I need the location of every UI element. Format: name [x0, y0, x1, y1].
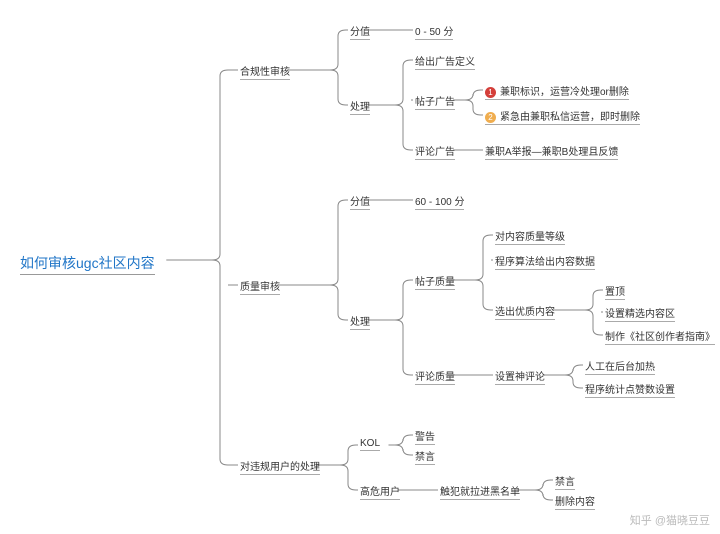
- node-label: 对内容质量等级: [495, 232, 565, 243]
- node-label: 质量审核: [240, 282, 280, 293]
- tree-node: 触犯就拉进黑名单: [440, 483, 520, 500]
- node-label: 给出广告定义: [415, 57, 475, 68]
- node-label: 合规性审核: [240, 67, 290, 78]
- tree-node: 分值: [350, 193, 370, 210]
- tree-node: 对违规用户的处理: [240, 458, 320, 475]
- watermark: 知乎 @猫晓豆豆: [630, 512, 710, 528]
- node-label: 程序统计点赞数设置: [585, 385, 675, 396]
- tree-node: 禁言: [415, 448, 435, 465]
- node-label: 0 - 50 分: [415, 27, 453, 38]
- node-label: 分值: [350, 197, 370, 208]
- tree-node: 质量审核: [240, 278, 280, 295]
- node-label: 帖子广告: [415, 97, 455, 108]
- tree-node: 设置精选内容区: [605, 305, 675, 322]
- tree-node: KOL: [360, 438, 380, 451]
- node-label: 处理: [350, 102, 370, 113]
- node-label: 60 - 100 分: [415, 197, 464, 208]
- tree-node: 给出广告定义: [415, 53, 475, 70]
- tree-node: 选出优质内容: [495, 303, 555, 320]
- tree-node: 评论质量: [415, 368, 455, 385]
- tree-node: 分值: [350, 23, 370, 40]
- tree-node: 帖子质量: [415, 273, 455, 290]
- tree-node: 对内容质量等级: [495, 228, 565, 245]
- tree-node: 合规性审核: [240, 63, 290, 80]
- tree-node: 制作《社区创作者指南》: [605, 328, 715, 345]
- node-label: 对违规用户的处理: [240, 462, 320, 473]
- tree-node: 0 - 50 分: [415, 23, 453, 40]
- node-label: 分值: [350, 27, 370, 38]
- node-label: 人工在后台加热: [585, 362, 655, 373]
- tree-node: 60 - 100 分: [415, 193, 464, 210]
- node-label: 置顶: [605, 287, 625, 298]
- node-label: 高危用户: [360, 487, 400, 498]
- node-label: 警告: [415, 432, 435, 443]
- tree-node: 程序算法给出内容数据: [495, 253, 595, 270]
- tree-node: 警告: [415, 428, 435, 445]
- node-label: 处理: [350, 317, 370, 328]
- node-label: 兼职标识，运营冷处理or删除: [500, 87, 629, 98]
- node-label: 触犯就拉进黑名单: [440, 487, 520, 498]
- tree-node: 处理: [350, 313, 370, 330]
- tree-node: 兼职A举报—兼职B处理且反馈: [485, 143, 618, 160]
- node-label: 如何审核ugc社区内容: [20, 255, 155, 271]
- node-label: 制作《社区创作者指南》: [605, 332, 715, 343]
- tree-node: 置顶: [605, 283, 625, 300]
- badge-icon: 1: [485, 87, 496, 98]
- tree-node: 2 紧急由兼职私信运营，即时删除: [485, 108, 640, 125]
- node-label: 兼职A举报—兼职B处理且反馈: [485, 147, 618, 158]
- node-label: 选出优质内容: [495, 307, 555, 318]
- tree-node: 处理: [350, 98, 370, 115]
- tree-node: 设置神评论: [495, 368, 545, 385]
- node-label: 程序算法给出内容数据: [495, 257, 595, 268]
- node-label: 禁言: [415, 452, 435, 463]
- tree-node: 人工在后台加热: [585, 358, 655, 375]
- tree-node: 程序统计点赞数设置: [585, 381, 675, 398]
- badge-icon: 2: [485, 112, 496, 123]
- tree-node: 如何审核ugc社区内容: [20, 253, 155, 275]
- node-label: 评论广告: [415, 147, 455, 158]
- node-label: 设置精选内容区: [605, 309, 675, 320]
- tree-node: 评论广告: [415, 143, 455, 160]
- tree-node: 高危用户: [360, 483, 400, 500]
- node-label: 禁言: [555, 477, 575, 488]
- node-label: KOL: [360, 438, 380, 449]
- tree-node: 1 兼职标识，运营冷处理or删除: [485, 83, 629, 100]
- tree-node: 禁言: [555, 473, 575, 490]
- node-label: 设置神评论: [495, 372, 545, 383]
- node-label: 删除内容: [555, 497, 595, 508]
- node-label: 评论质量: [415, 372, 455, 383]
- tree-node: 帖子广告: [415, 93, 455, 110]
- node-label: 紧急由兼职私信运营，即时删除: [500, 112, 640, 123]
- tree-node: 删除内容: [555, 493, 595, 510]
- node-label: 帖子质量: [415, 277, 455, 288]
